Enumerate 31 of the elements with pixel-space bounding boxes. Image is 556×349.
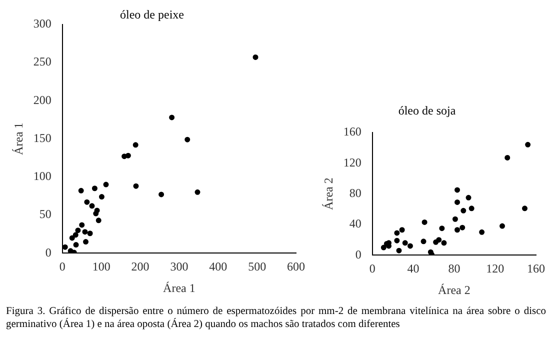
y-tick-label: 50 (39, 207, 52, 222)
x-tick-label: 80 (448, 262, 460, 276)
y-tick-label: 100 (33, 169, 52, 184)
y-tick-label: 150 (33, 130, 52, 145)
y-tick-label: 120 (343, 155, 362, 170)
x-tick-label: 100 (92, 260, 110, 274)
y-axis-title: Área 2 (321, 178, 336, 210)
x-axis-title: Área 1 (163, 280, 196, 295)
x-tick-label: 600 (287, 260, 305, 274)
x-tick-label: 40 (407, 262, 420, 276)
chart-title: óleo de peixe (120, 7, 184, 22)
y-tick-label: 80 (349, 186, 362, 200)
x-tick-label: 500 (248, 260, 266, 274)
y-tick-label: 250 (33, 54, 52, 69)
text: Figura 3. Gráfico de dispersão entre o número de espermatozóides por mm-2 de membrana vitelínica na área sobre o disco germinativo (Área 1) e na área oposta (Área 2) quando os machos são tratados com diferentes (6, 305, 546, 331)
x-tick-label: 120 (486, 262, 504, 276)
y-tick-label: 0 (45, 245, 52, 260)
x-axis-title: Área 2 (438, 282, 470, 297)
y-tick-label: 40 (349, 216, 362, 231)
x-tick-label: 0 (369, 262, 376, 276)
x-tick-label: 400 (209, 260, 228, 274)
x-tick-label: 300 (170, 260, 188, 274)
y-tick-label: 0 (355, 247, 362, 262)
y-tick-label: 300 (33, 16, 52, 31)
x-tick-label: 160 (527, 262, 545, 276)
x-tick-label: 200 (131, 260, 150, 274)
y-tick-label: 160 (343, 124, 362, 139)
y-tick-label: 200 (33, 92, 52, 107)
y-axis-title: Área 1 (11, 122, 26, 155)
x-tick-label: 0 (59, 260, 66, 274)
chart-title: óleo de soja (398, 103, 456, 118)
